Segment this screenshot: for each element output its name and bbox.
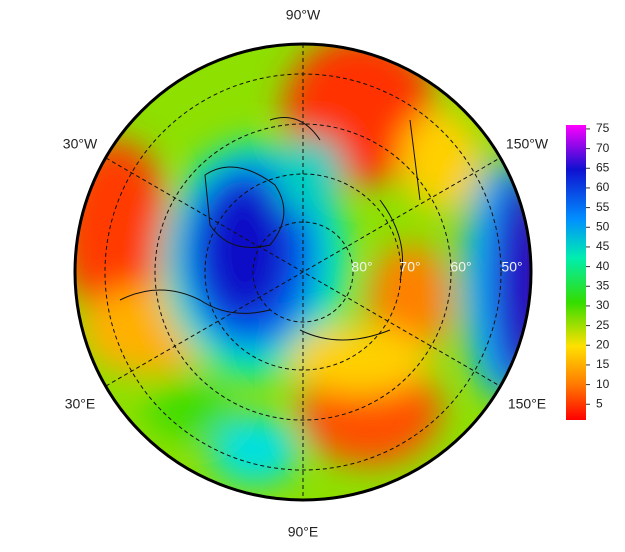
map-border [73, 42, 533, 502]
latitude-label: 70° [399, 259, 420, 275]
colorbar-tick-label: 10 [596, 377, 610, 391]
colorbar-tick-label: 60 [596, 180, 610, 194]
colorbar-tick-label: 15 [596, 357, 610, 371]
longitude-label: 150°W [506, 136, 549, 152]
colorbar-tick-label: 50 [596, 219, 610, 233]
longitude-label: 30°W [63, 136, 98, 152]
colorbar-tick-label: 70 [596, 141, 610, 155]
field [75, 44, 531, 500]
longitude-label: 90°E [288, 524, 319, 540]
longitude-label: 90°W [286, 7, 321, 23]
colorbar-tick-label: 30 [596, 298, 610, 312]
colorbar-tick-label: 25 [596, 318, 610, 332]
colorbar-tick-label: 55 [596, 200, 610, 214]
latitude-label: 50° [501, 259, 522, 275]
graticule [104, 44, 502, 500]
longitude-label: 30°E [65, 396, 96, 412]
colorbar-tick-label: 40 [596, 259, 610, 273]
colorbar-ticks: 5 10 15 20 25 30 35 40 45 50 55 60 65 70 75 [586, 121, 610, 410]
colorbar-tick-label: 20 [596, 337, 610, 351]
longitude-label: 150°E [508, 396, 546, 412]
latitude-label: 60° [450, 259, 471, 275]
colorbar [566, 125, 586, 420]
colorbar-tick-label: 35 [596, 278, 610, 292]
colorbar-tick-label: 45 [596, 239, 610, 253]
colorbar-tick-label: 65 [596, 160, 610, 174]
latitude-label: 80° [351, 259, 372, 275]
colorbar-tick-label: 75 [596, 121, 610, 135]
colorbar-tick-label: 5 [596, 396, 603, 410]
